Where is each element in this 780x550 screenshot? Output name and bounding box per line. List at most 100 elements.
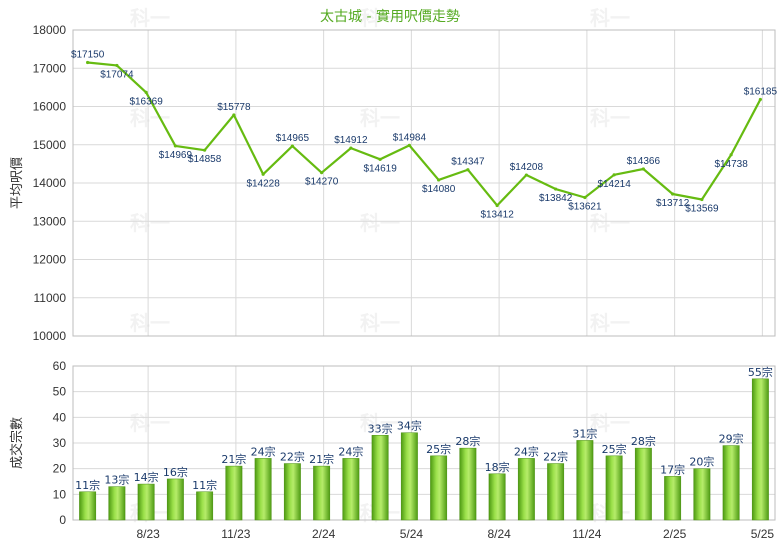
volume-data-label: 22宗 xyxy=(543,450,568,464)
price-data-label: $14965 xyxy=(276,133,310,144)
volume-y-tick-label: 20 xyxy=(53,462,67,476)
price-point xyxy=(173,144,177,148)
price-point xyxy=(349,146,353,150)
price-point xyxy=(583,195,587,200)
price-point xyxy=(612,173,616,177)
price-point xyxy=(261,172,265,176)
watermark-text: 科一 xyxy=(590,106,630,130)
watermark-text: 科一 xyxy=(130,311,170,335)
watermark-layer: 科一科一科一科一科一科一科一科一科一科一科一科一科一科一科一科一科一科一 xyxy=(130,6,630,525)
watermark-text: 科一 xyxy=(360,6,400,30)
watermark-text: 科一 xyxy=(590,211,630,235)
watermark-text: 科一 xyxy=(360,211,400,235)
volume-bar xyxy=(283,463,301,521)
x-tick-label: 2/25 xyxy=(663,527,687,541)
chart-title: 太古城 - 實用呎價走勢 xyxy=(320,8,460,25)
volume-bar xyxy=(79,491,97,521)
x-tick-label: 8/24 xyxy=(487,527,511,541)
price-data-label: $14738 xyxy=(714,159,748,170)
price-plot-frame xyxy=(72,29,776,337)
price-data-label: $13569 xyxy=(685,203,719,214)
price-data-label: $14969 xyxy=(159,150,193,161)
price-point xyxy=(144,90,148,94)
volume-data-label: 24宗 xyxy=(338,444,363,458)
volume-data-label: 28宗 xyxy=(455,434,480,448)
price-data-label: $14214 xyxy=(597,179,631,190)
volume-data-label: 22宗 xyxy=(280,450,305,464)
volume-data-label: 11宗 xyxy=(75,478,100,492)
volume-bar xyxy=(751,378,769,521)
price-y-tick-label: 12000 xyxy=(33,253,67,267)
volume-data-label: 25宗 xyxy=(602,442,627,456)
watermark-text: 科一 xyxy=(130,411,170,435)
x-tick-label: 5/25 xyxy=(751,527,775,541)
volume-data-label: 31宗 xyxy=(572,426,597,440)
price-point xyxy=(729,153,733,157)
price-data-label: $14347 xyxy=(451,157,485,168)
volume-bar xyxy=(371,435,389,521)
volume-bar xyxy=(664,476,682,521)
volume-bar xyxy=(254,458,272,521)
price-data-label: $17074 xyxy=(100,69,134,80)
price-point xyxy=(232,113,236,117)
price-data-label: $13712 xyxy=(656,198,690,209)
price-point xyxy=(86,60,90,65)
price-point xyxy=(671,192,675,196)
watermark-text: 科一 xyxy=(590,411,630,435)
price-point xyxy=(758,97,762,102)
price-data-label: $16185 xyxy=(744,86,778,97)
volume-data-label: 24宗 xyxy=(251,444,276,458)
price-data-label: $14228 xyxy=(246,178,280,189)
price-point xyxy=(290,144,294,148)
price-point xyxy=(466,168,470,172)
volume-bar xyxy=(547,463,565,521)
volume-bar xyxy=(517,458,535,521)
price-data-label: $14912 xyxy=(334,135,368,146)
volume-data-label: 25宗 xyxy=(426,442,451,456)
volume-bar xyxy=(400,432,418,521)
volume-bar xyxy=(693,468,711,521)
volume-bar xyxy=(634,447,652,521)
volume-data-label: 21宗 xyxy=(221,452,246,466)
volume-panel: 0 10 20 30 40 50 60 11宗 13宗 14宗 16宗 11宗 21宗 24宗 22宗 21宗… xyxy=(53,359,776,541)
volume-data-label: 24宗 xyxy=(514,444,539,458)
watermark-text: 科一 xyxy=(590,311,630,335)
price-data-label: $14270 xyxy=(305,177,339,188)
price-point xyxy=(203,148,207,152)
volume-data-label: 20宗 xyxy=(689,455,714,469)
volume-bar xyxy=(313,465,331,521)
x-tick-label: 8/23 xyxy=(136,527,160,541)
x-tick-label: 11/24 xyxy=(572,527,601,541)
volume-bar xyxy=(166,478,184,521)
price-data-label: $14619 xyxy=(363,163,397,174)
x-tick-label: 11/23 xyxy=(221,527,250,541)
price-y-tick-label: 16000 xyxy=(33,100,67,114)
price-panel: 10000 11000 12000 13000 14000 15000 16000 17000… xyxy=(33,23,778,343)
watermark-text: 科一 xyxy=(590,6,630,30)
x-tick-label: 5/24 xyxy=(400,527,424,541)
x-tick-label: 2/24 xyxy=(312,527,336,541)
volume-data-label: 29宗 xyxy=(719,432,744,446)
volume-bar xyxy=(722,445,740,521)
volume-bar xyxy=(225,465,243,521)
price-data-label: $14208 xyxy=(510,162,544,173)
volume-data-label: 28宗 xyxy=(631,434,656,448)
price-y-tick-label: 17000 xyxy=(33,61,67,75)
volume-bar xyxy=(196,491,214,521)
price-point xyxy=(554,187,558,191)
volume-data-label: 55宗 xyxy=(748,365,773,379)
volume-data-label: 33宗 xyxy=(368,421,393,435)
volume-bar xyxy=(108,486,126,521)
watermark-text: 科一 xyxy=(130,6,170,30)
watermark-text: 科一 xyxy=(360,411,400,435)
volume-data-label: 21宗 xyxy=(309,452,334,466)
price-data-label: $14984 xyxy=(393,132,427,143)
price-point xyxy=(641,167,645,171)
watermark-text: 科一 xyxy=(130,211,170,235)
volume-bar xyxy=(137,483,155,521)
volume-data-label: 13宗 xyxy=(104,473,129,487)
price-axis-label: 平均呎價 xyxy=(10,157,25,209)
volume-bar xyxy=(605,455,623,521)
